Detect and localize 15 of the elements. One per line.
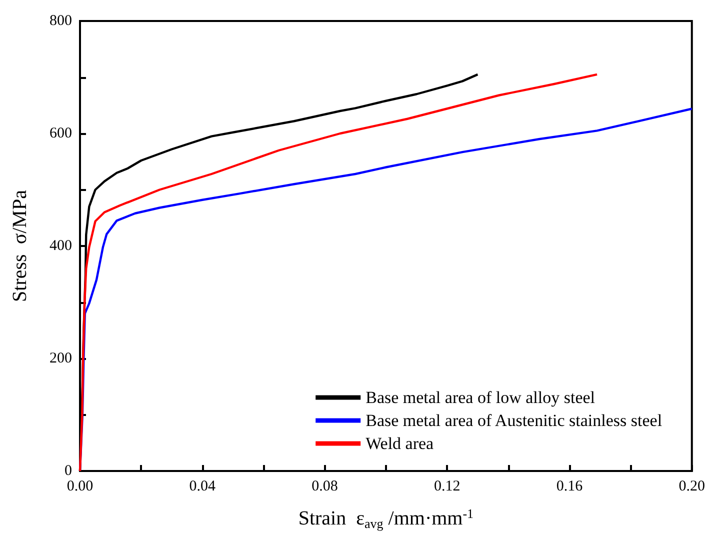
y-tick-label: 600 (50, 126, 72, 142)
legend-label: Base metal area of Austenitic stainless steel (366, 411, 662, 430)
y-tick-label: 800 (50, 13, 72, 29)
x-tick-label: 0.20 (678, 478, 705, 494)
y-tick-label: 200 (50, 350, 72, 366)
x-tick-label: 0.04 (189, 478, 216, 494)
x-tick-label: 0.12 (434, 478, 460, 494)
legend-label: Weld area (366, 434, 434, 453)
x-tick-label: 0.16 (556, 478, 584, 494)
legend-label: Base metal area of low alloy steel (366, 388, 596, 407)
y-tick-label: 400 (50, 238, 72, 254)
x-tick-label: 0.08 (312, 478, 338, 494)
y-axis-title: Stress σ/MPa (9, 190, 31, 302)
y-tick-label: 0 (64, 463, 72, 479)
text: 0.00 (66, 478, 94, 494)
